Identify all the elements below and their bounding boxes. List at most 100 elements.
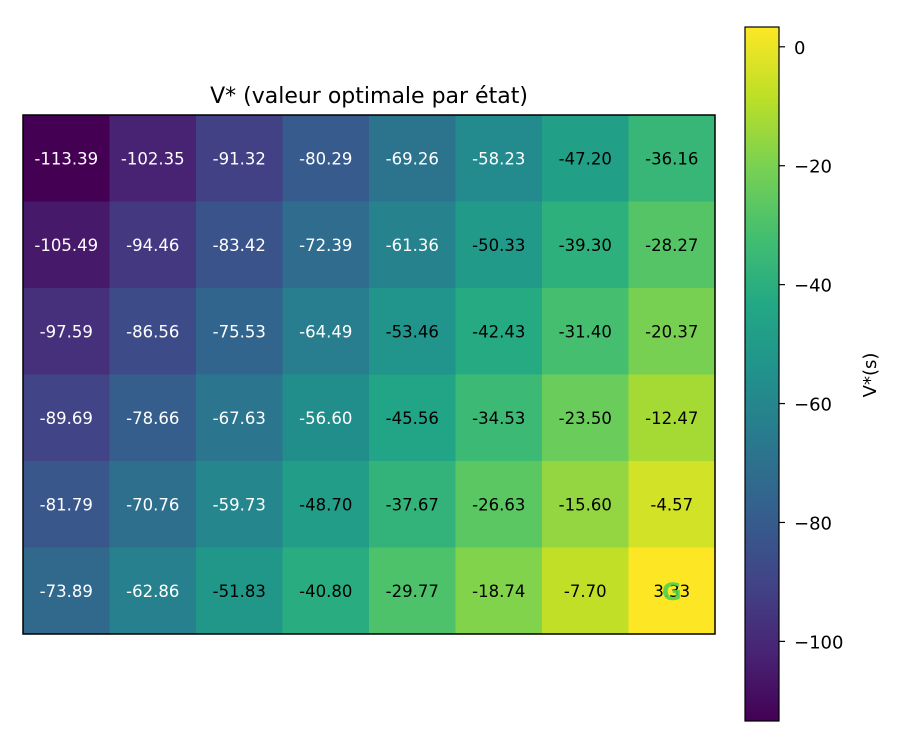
heatmap-grid <box>23 115 716 635</box>
cell-value-label: -40.80 <box>299 582 352 601</box>
cell-value-label: -73.89 <box>40 582 93 601</box>
heatmap-cell <box>109 288 197 375</box>
goal-marker: G <box>662 578 682 606</box>
heatmap-cell <box>196 288 283 375</box>
heatmap-cell <box>23 374 110 462</box>
heatmap-cell <box>109 374 197 462</box>
cell-value-label: 3.33 <box>653 582 690 601</box>
heatmap-cell <box>196 374 283 462</box>
heatmap-cell <box>542 201 629 289</box>
heatmap-cell <box>23 461 110 548</box>
heatmap-cell <box>628 461 716 548</box>
colorbar-tick-label: −20 <box>794 157 832 178</box>
heatmap-cell <box>542 374 629 462</box>
cell-value-label: -80.29 <box>299 149 352 168</box>
cell-value-label: -70.76 <box>126 495 179 514</box>
heatmap-cell <box>369 288 456 375</box>
heatmap-cell <box>369 547 456 635</box>
goal-marker-label: G <box>662 578 682 606</box>
heatmap-cell <box>369 461 456 548</box>
heatmap-cell <box>196 201 283 289</box>
cell-value-label: -20.37 <box>645 322 698 341</box>
cell-value-label: -7.70 <box>564 582 607 601</box>
colorbar-tick-label: −60 <box>794 395 832 416</box>
colorbar-label: V*(s) <box>860 353 881 398</box>
heatmap-cell <box>455 374 543 462</box>
cell-value-label: -18.74 <box>472 582 525 601</box>
cell-value-label: -62.86 <box>126 582 179 601</box>
cell-value-label: -28.27 <box>645 236 698 255</box>
cell-value-label: -67.63 <box>213 409 266 428</box>
heatmap-cell <box>369 201 456 289</box>
heatmap-cell <box>282 115 370 202</box>
cell-value-label: -113.39 <box>34 149 98 168</box>
heatmap-cell <box>196 115 283 202</box>
heatmap-cell <box>282 374 370 462</box>
heatmap-cell <box>282 288 370 375</box>
cell-value-label: -97.59 <box>40 322 93 341</box>
heatmap-cell <box>628 288 716 375</box>
heatmap-cell <box>109 547 197 635</box>
heatmap-cell <box>282 461 370 548</box>
colorbar-tick-label: −80 <box>794 513 832 534</box>
colorbar-tick-label: −40 <box>794 276 832 297</box>
heatmap-cell <box>628 374 716 462</box>
heatmap-cell <box>23 115 110 202</box>
cell-value-label: -64.49 <box>299 322 352 341</box>
cell-value-label: -53.46 <box>386 322 439 341</box>
cell-value-label: -58.23 <box>472 149 525 168</box>
cell-value-label: -12.47 <box>645 409 698 428</box>
heatmap-cell <box>455 461 543 548</box>
heatmap-cell <box>109 461 197 548</box>
cell-value-label: -34.53 <box>472 409 525 428</box>
cell-value-label: -39.30 <box>559 236 612 255</box>
cell-value-label: -75.53 <box>213 322 266 341</box>
cell-value-label: -56.60 <box>299 409 352 428</box>
cell-value-label: -94.46 <box>126 236 179 255</box>
heatmap-cell <box>23 201 110 289</box>
heatmap-cell <box>628 115 716 202</box>
heatmap-cell <box>628 201 716 289</box>
colorbar-tick-label: −100 <box>794 632 843 653</box>
cell-value-label: -83.42 <box>213 236 266 255</box>
cell-value-label: -47.20 <box>559 149 612 168</box>
cell-value-label: -51.83 <box>213 582 266 601</box>
colorbar-tick-label: 0 <box>794 38 805 59</box>
cell-value-label: -78.66 <box>126 409 179 428</box>
colorbar <box>744 26 780 722</box>
cell-value-label: -36.16 <box>645 149 698 168</box>
cell-value-label: -91.32 <box>213 149 266 168</box>
cell-value-label: -48.70 <box>299 495 352 514</box>
heatmap-cell <box>23 547 110 635</box>
cell-value-label: -81.79 <box>40 495 93 514</box>
cell-value-label: -102.35 <box>121 149 185 168</box>
heatmap-cell <box>455 547 543 635</box>
heatmap-frame <box>22 114 716 635</box>
cell-value-label: -72.39 <box>299 236 352 255</box>
cell-value-label: -42.43 <box>472 322 525 341</box>
heatmap-cell <box>109 115 197 202</box>
heatmap-cell <box>455 115 543 202</box>
heatmap-cell <box>282 547 370 635</box>
heatmap-cell <box>369 374 456 462</box>
cell-value-label: -89.69 <box>40 409 93 428</box>
heatmap-cell <box>196 461 283 548</box>
cell-value-label: -31.40 <box>559 322 612 341</box>
cell-value-label: -26.63 <box>472 495 525 514</box>
cell-value-label: -59.73 <box>213 495 266 514</box>
cell-value-label: -105.49 <box>34 236 98 255</box>
heatmap-cell <box>455 288 543 375</box>
heatmap-cell <box>455 201 543 289</box>
cell-value-label: -29.77 <box>386 582 439 601</box>
cell-value-label: -86.56 <box>126 322 179 341</box>
heatmap-cell <box>196 547 283 635</box>
heatmap-cell <box>542 288 629 375</box>
heatmap-cell <box>628 547 716 635</box>
cell-value-label: -50.33 <box>472 236 525 255</box>
heatmap-value-labels: -113.39 -102.35 -91.32 -80.29 -69.26 -58.23 -4… <box>34 149 698 601</box>
cell-value-label: -15.60 <box>559 495 612 514</box>
cell-value-label: -61.36 <box>386 236 439 255</box>
heatmap-cell <box>369 115 456 202</box>
cell-value-label: -23.50 <box>559 409 612 428</box>
